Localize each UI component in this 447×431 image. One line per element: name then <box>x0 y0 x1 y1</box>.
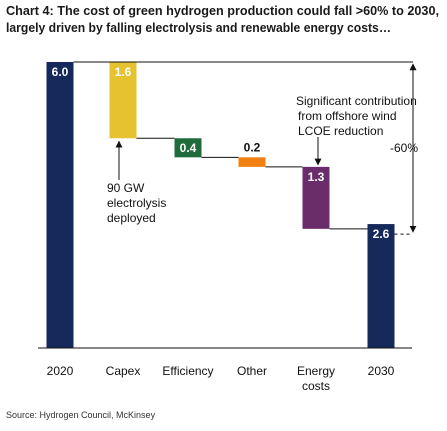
bar <box>367 224 395 348</box>
chart-subtitle: largely driven by falling electrolysis a… <box>6 21 391 35</box>
annotation: -60% <box>390 141 418 155</box>
x-tick-label: Energy costs <box>296 364 336 393</box>
data-label: 0.2 <box>244 140 261 154</box>
data-label: 2.6 <box>373 227 390 241</box>
source: Source: Hydrogen Council, McKinsey <box>6 410 156 420</box>
x-tick-label: Capex <box>105 364 141 378</box>
bar <box>46 62 74 348</box>
x-tick-label: Other <box>236 364 267 378</box>
annotation: Significant contribution from offshore wi… <box>296 94 417 138</box>
bar <box>302 166 330 229</box>
x-tick-label: 2020 <box>46 364 74 378</box>
x-tick-label: Efficiency <box>162 364 214 378</box>
chart-title: Chart 4: The cost of green hydrogen prod… <box>6 4 439 18</box>
data-label: 0.4 <box>180 141 197 155</box>
bar <box>238 157 266 167</box>
bar <box>109 62 137 139</box>
data-label: 1.6 <box>115 65 132 79</box>
data-label: 1.3 <box>308 170 325 184</box>
annotation: 90 GW electrolysis deployed <box>107 181 166 225</box>
bar <box>174 138 202 158</box>
x-tick-label: 2030 <box>367 364 395 378</box>
data-label: 6.0 <box>52 65 69 79</box>
